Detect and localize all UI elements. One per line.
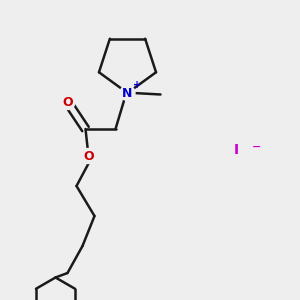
Text: I: I	[234, 143, 239, 157]
Text: O: O	[83, 149, 94, 163]
Text: O: O	[62, 95, 73, 109]
Text: −: −	[252, 142, 261, 152]
Circle shape	[81, 148, 96, 164]
Circle shape	[120, 85, 135, 100]
Text: N: N	[122, 86, 133, 100]
Text: +: +	[133, 80, 141, 91]
Circle shape	[60, 94, 75, 110]
